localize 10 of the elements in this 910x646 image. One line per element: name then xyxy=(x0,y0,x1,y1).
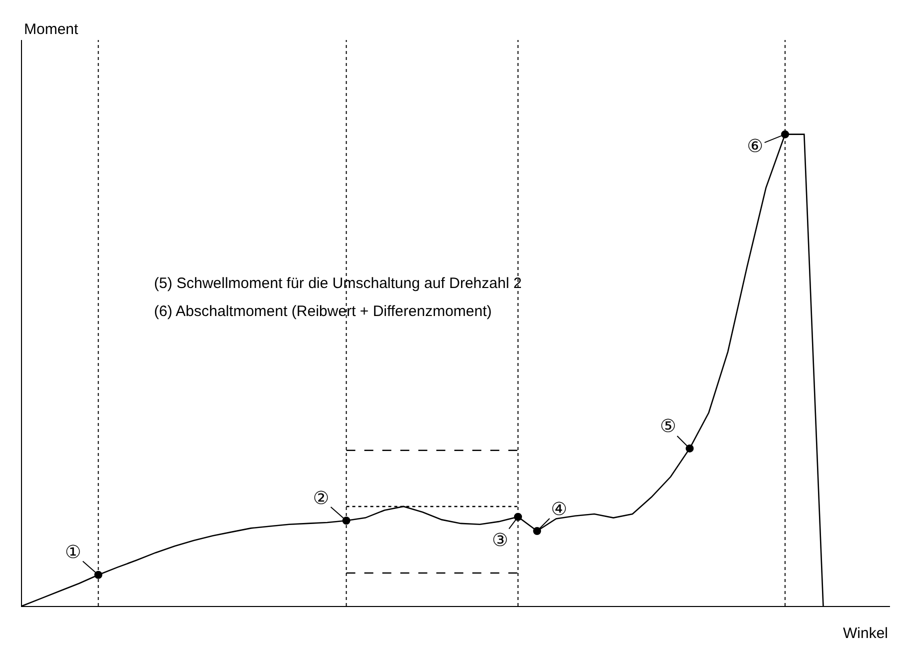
text: Moment xyxy=(24,21,80,38)
annotation: ⑥ xyxy=(747,136,764,157)
annotation: (5) Schwellmoment für die Umschaltung auf Drehzahl 2 xyxy=(154,275,522,292)
annotation: ② xyxy=(313,488,330,509)
annotation: ③ xyxy=(492,530,508,551)
annotation: ① xyxy=(65,542,82,563)
x-axis-title: Winkel xyxy=(843,625,888,642)
annotation: (6) Abschaltmoment (Reibwert + Differenzmoment) xyxy=(154,303,492,320)
annotation: ⑤ xyxy=(660,416,676,437)
annotation: ④ xyxy=(551,499,568,520)
